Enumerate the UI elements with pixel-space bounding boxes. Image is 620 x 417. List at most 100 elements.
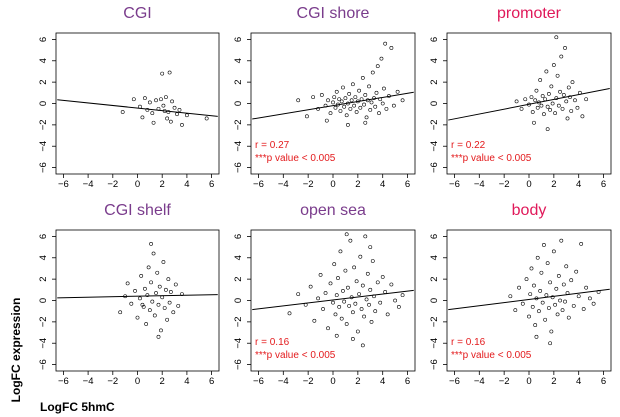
data-point: [364, 115, 369, 120]
data-point: [166, 110, 171, 114]
data-point: [379, 56, 384, 61]
data-point: [354, 110, 359, 114]
data-point: [342, 104, 347, 109]
data-point: [353, 95, 358, 99]
data-point: [373, 104, 378, 109]
x-tick-label: −6: [58, 179, 69, 190]
data-point: [312, 318, 317, 323]
x-tick-label: −2: [499, 376, 510, 387]
data-point: [328, 111, 333, 116]
y-tick-label: 0: [38, 298, 49, 303]
data-point: [528, 292, 533, 296]
data-point: [514, 99, 519, 104]
data-point: [369, 100, 374, 105]
data-point: [545, 127, 550, 132]
data-point: [375, 64, 380, 69]
data-point: [352, 103, 357, 108]
plot-area: [252, 232, 414, 348]
data-point: [563, 46, 567, 50]
data-point: [569, 109, 574, 113]
data-point: [334, 293, 339, 298]
data-point: [519, 106, 524, 111]
data-point: [149, 241, 153, 246]
data-point: [332, 95, 337, 99]
data-point: [584, 285, 589, 290]
data-point: [171, 310, 176, 315]
data-point: [576, 294, 581, 299]
data-point: [152, 313, 157, 318]
x-tick-label: 2: [160, 376, 165, 387]
data-point: [166, 277, 171, 282]
data-point: [323, 291, 328, 295]
y-tick-label: 4: [233, 58, 244, 63]
x-tick-label: 2: [355, 179, 360, 190]
data-point: [384, 106, 389, 111]
plot-frame: [55, 229, 220, 372]
x-tick-label: 4: [184, 376, 189, 387]
x-tick-label: −4: [474, 179, 485, 190]
y-tick-label: −2: [233, 316, 244, 327]
data-point: [338, 109, 343, 113]
data-point: [339, 99, 344, 104]
data-point: [360, 283, 365, 288]
x-tick-label: 6: [209, 376, 214, 387]
data-point: [365, 271, 370, 276]
x-tick-label: 6: [601, 179, 606, 190]
data-point: [318, 272, 323, 277]
x-tick-label: −2: [107, 179, 118, 190]
data-point: [555, 312, 560, 317]
data-point: [549, 329, 554, 334]
data-point: [154, 291, 158, 295]
panel-3: promoter −6 −4 −2 0 2 4 6 −6 −4 −2 0 2 4 6 r = 0.22 ***p…: [429, 5, 612, 190]
data-point: [558, 89, 562, 94]
data-point: [143, 286, 147, 291]
data-point: [341, 85, 345, 90]
y-tick-label: 2: [233, 276, 244, 281]
data-point: [517, 285, 521, 290]
data-point: [533, 98, 538, 103]
data-point: [328, 281, 333, 286]
data-point: [534, 88, 539, 93]
data-point: [565, 116, 570, 121]
data-point: [150, 299, 155, 304]
data-point: [566, 85, 571, 90]
y-axis-title: LogFC expression: [9, 298, 23, 403]
data-point: [555, 73, 560, 78]
x-tick-label: 6: [405, 179, 410, 190]
data-point: [369, 319, 374, 324]
data-point: [513, 308, 518, 313]
x-tick-label: −2: [499, 179, 510, 190]
data-point: [168, 119, 173, 124]
y-tick-label: 6: [38, 234, 49, 239]
data-point: [296, 98, 301, 103]
data-point: [543, 97, 548, 102]
data-point: [321, 307, 325, 311]
data-point: [377, 111, 381, 116]
data-point: [520, 301, 525, 306]
x-tick-label: 0: [135, 376, 140, 387]
x-tick-label: 4: [184, 179, 189, 190]
data-point: [370, 70, 375, 75]
data-point: [138, 296, 142, 301]
data-point: [527, 314, 531, 319]
y-tick-label: 2: [233, 79, 244, 84]
stat-annotation: ***p value < 0.005: [255, 350, 336, 361]
data-point: [391, 103, 396, 108]
data-point: [147, 100, 152, 105]
regression-line: [252, 91, 414, 120]
data-point: [147, 308, 152, 313]
data-point: [360, 75, 365, 80]
y-tick-label: 4: [233, 255, 244, 260]
regression-line: [448, 88, 610, 121]
data-point: [573, 98, 577, 103]
data-point: [524, 277, 529, 282]
x-tick-label: 2: [160, 179, 165, 190]
data-point: [160, 71, 165, 76]
data-point: [540, 94, 545, 98]
data-point: [556, 103, 561, 108]
data-point: [349, 98, 354, 103]
data-point: [177, 108, 182, 112]
plot-area: [448, 238, 610, 346]
stat-annotation: r = 0.22: [451, 140, 486, 151]
